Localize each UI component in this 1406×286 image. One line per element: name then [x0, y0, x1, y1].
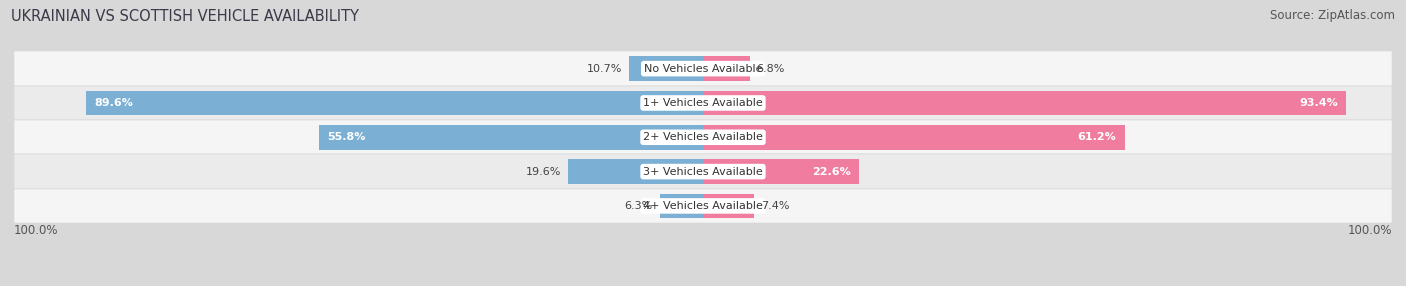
Text: 2+ Vehicles Available: 2+ Vehicles Available	[643, 132, 763, 142]
Text: 19.6%: 19.6%	[526, 167, 561, 176]
Text: UKRAINIAN VS SCOTTISH VEHICLE AVAILABILITY: UKRAINIAN VS SCOTTISH VEHICLE AVAILABILI…	[11, 9, 360, 23]
Text: Source: ZipAtlas.com: Source: ZipAtlas.com	[1270, 9, 1395, 21]
Text: 7.4%: 7.4%	[761, 201, 789, 211]
Bar	[14, 86, 1392, 120]
Bar	[86, 91, 703, 115]
Text: 61.2%: 61.2%	[1077, 132, 1116, 142]
Bar	[14, 189, 1392, 223]
Text: 3+ Vehicles Available: 3+ Vehicles Available	[643, 167, 763, 176]
Text: 100.0%: 100.0%	[14, 224, 59, 237]
Bar	[659, 194, 703, 218]
Text: 6.3%: 6.3%	[624, 201, 652, 211]
Bar	[703, 56, 749, 81]
Bar	[319, 125, 703, 150]
Bar	[703, 91, 1347, 115]
Text: 4+ Vehicles Available: 4+ Vehicles Available	[643, 201, 763, 211]
Text: 89.6%: 89.6%	[94, 98, 132, 108]
Text: 10.7%: 10.7%	[588, 64, 623, 74]
Bar	[703, 159, 859, 184]
Text: 55.8%: 55.8%	[326, 132, 366, 142]
Text: 6.8%: 6.8%	[756, 64, 785, 74]
Text: 93.4%: 93.4%	[1299, 98, 1339, 108]
Text: No Vehicles Available: No Vehicles Available	[644, 64, 762, 74]
Bar	[703, 125, 1125, 150]
Text: 1+ Vehicles Available: 1+ Vehicles Available	[643, 98, 763, 108]
Bar	[703, 194, 754, 218]
Bar	[568, 159, 703, 184]
Bar	[630, 56, 703, 81]
Text: 22.6%: 22.6%	[811, 167, 851, 176]
Bar	[14, 51, 1392, 86]
Bar	[14, 154, 1392, 189]
Text: 100.0%: 100.0%	[1347, 224, 1392, 237]
Bar	[14, 120, 1392, 154]
